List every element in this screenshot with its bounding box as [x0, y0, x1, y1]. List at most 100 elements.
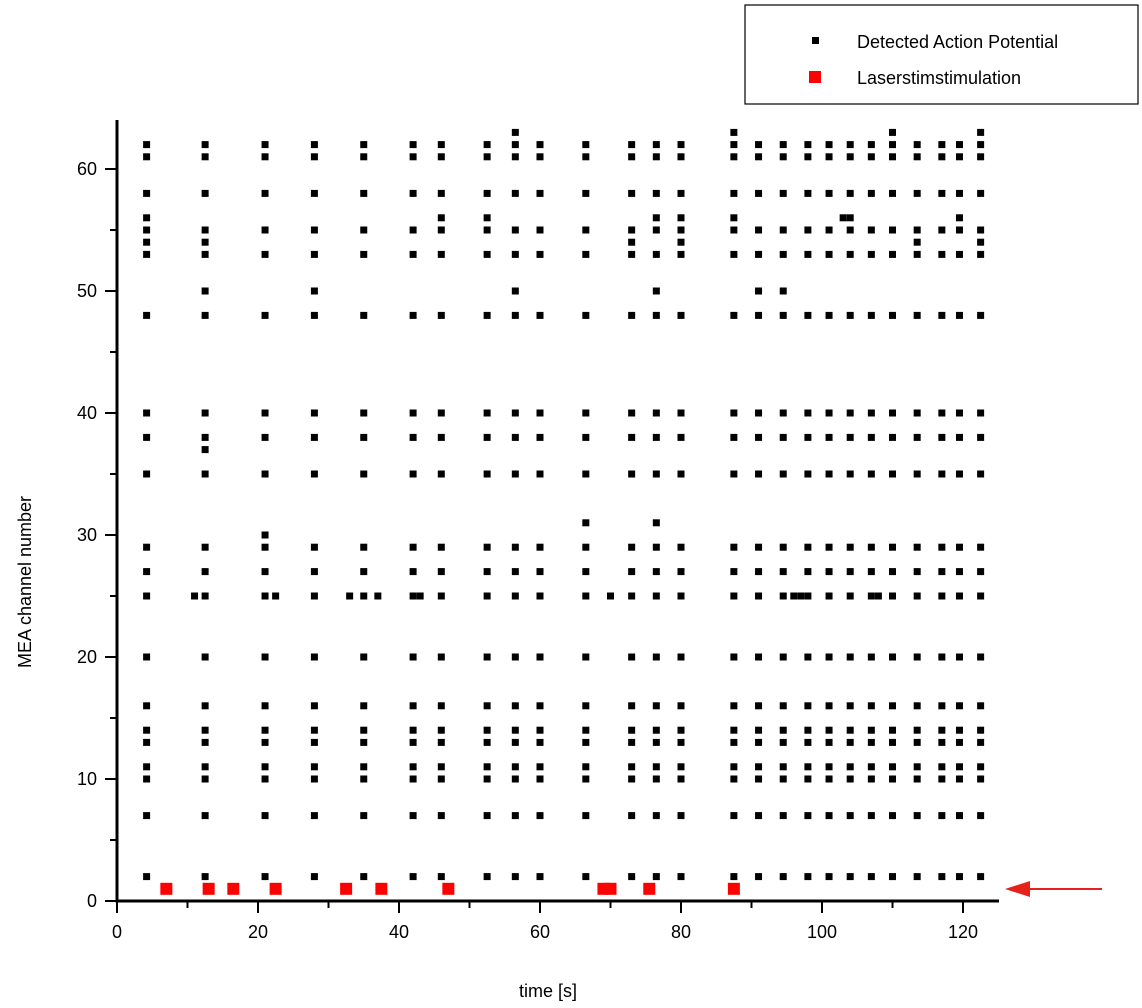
x-tick-label: 100 [807, 922, 837, 942]
spike-point [677, 738, 685, 746]
spike-point [913, 470, 921, 478]
spike-point [867, 543, 875, 551]
spike-point [483, 189, 491, 197]
spike-point [201, 153, 209, 161]
spike-point [846, 726, 854, 734]
legend-marker-laserstim [809, 71, 821, 83]
spike-point [261, 141, 269, 149]
spike-point [889, 873, 896, 881]
spike-point [652, 763, 660, 771]
spike-point [977, 738, 985, 746]
spike-point [483, 568, 491, 576]
spike-point [955, 873, 963, 881]
spike-point [143, 250, 151, 258]
spike-point [261, 409, 269, 417]
spike-point [582, 653, 590, 661]
spike-point [977, 128, 985, 136]
spike-point [938, 873, 946, 881]
spike-point [310, 141, 318, 149]
spike-point [652, 702, 660, 710]
y-axis-title: MEA channel number [15, 496, 35, 668]
spike-point [346, 592, 354, 600]
spike-point [955, 250, 963, 258]
spike-point [755, 812, 763, 820]
spike-point [261, 250, 269, 258]
spike-point [846, 226, 854, 234]
spike-point [582, 763, 590, 771]
spike-point [889, 775, 896, 783]
spike-point [955, 311, 963, 319]
legend-label-laserstim: Laserstimstimulation [857, 68, 1021, 88]
spike-point [143, 543, 151, 551]
stim-point [604, 882, 617, 895]
spike-point [360, 763, 368, 771]
stim-channel-arrow [1005, 881, 1102, 897]
spike-point [201, 873, 209, 881]
spike-point [582, 738, 590, 746]
spike-point [730, 543, 738, 551]
spike-point [536, 409, 544, 417]
spike-point [804, 738, 812, 746]
spike-point [804, 775, 812, 783]
spike-point [846, 738, 854, 746]
spike-point [938, 433, 946, 441]
spike-point [582, 543, 590, 551]
spike-point [201, 470, 209, 478]
spike-point [913, 568, 921, 576]
x-tick-label: 80 [671, 922, 691, 942]
spike-point [730, 653, 738, 661]
spike-point [360, 470, 368, 478]
spike-point [955, 153, 963, 161]
spike-point [889, 226, 896, 234]
spike-point [913, 250, 921, 258]
spike-point [652, 738, 660, 746]
spike-point [310, 653, 318, 661]
spike-point [483, 592, 491, 600]
spike-point [846, 470, 854, 478]
spike-point [730, 128, 738, 136]
spike-point [938, 226, 946, 234]
spike-point [779, 226, 787, 234]
spike-point [730, 470, 738, 478]
spike-point [977, 592, 985, 600]
x-tick-label: 120 [948, 922, 978, 942]
spike-point [652, 250, 660, 258]
spike-point [889, 470, 896, 478]
spike-point [628, 775, 636, 783]
spike-point [846, 702, 854, 710]
spike-point [483, 702, 491, 710]
spike-point [310, 189, 318, 197]
spike-point [511, 470, 519, 478]
spike-point [536, 738, 544, 746]
spike-point [536, 702, 544, 710]
y-tick-label: 0 [87, 891, 97, 911]
spike-point [938, 409, 946, 417]
spike-point [955, 592, 963, 600]
spike-point [536, 543, 544, 551]
spike-point [825, 568, 833, 576]
spike-point [360, 568, 368, 576]
spike-point [730, 250, 738, 258]
spike-point [143, 775, 151, 783]
spike-point [779, 775, 787, 783]
spike-point [628, 592, 636, 600]
spike-point [261, 543, 269, 551]
spike-point [409, 726, 417, 734]
spike-point [867, 726, 875, 734]
spike-point [360, 543, 368, 551]
spike-point [409, 568, 417, 576]
spike-point [409, 763, 417, 771]
spike-point [201, 653, 209, 661]
y-tick-label: 60 [77, 159, 97, 179]
spike-point [511, 812, 519, 820]
spike-point [779, 702, 787, 710]
spike-point [677, 226, 685, 234]
x-tick-label: 40 [389, 922, 409, 942]
spike-point [652, 311, 660, 319]
spike-point [310, 763, 318, 771]
spike-point [409, 153, 417, 161]
spike-point [628, 141, 636, 149]
spike-point [483, 726, 491, 734]
spike-point [804, 592, 812, 600]
spike-point [652, 287, 660, 295]
